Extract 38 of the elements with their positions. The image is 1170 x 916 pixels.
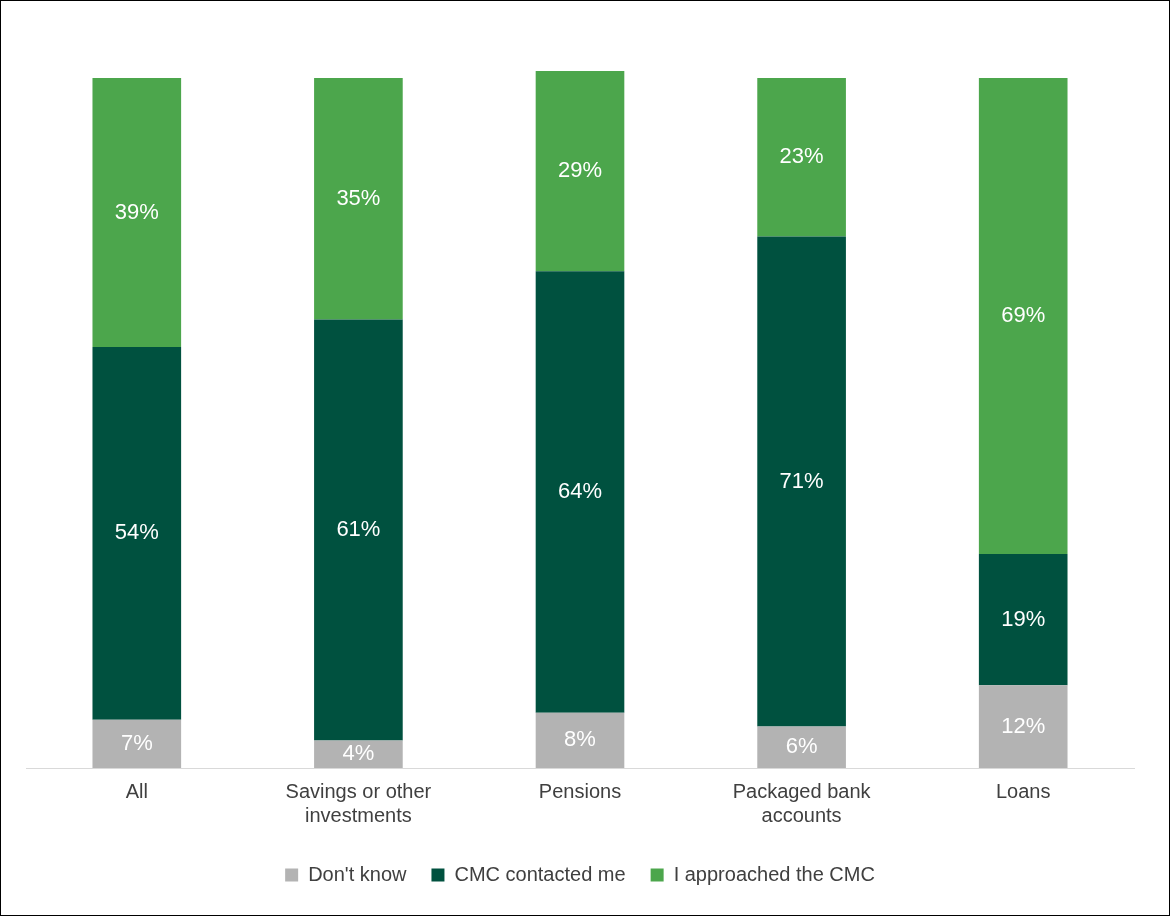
data-label: 39% — [114, 198, 159, 224]
data-label: 35% — [336, 184, 381, 210]
data-label: 8% — [564, 726, 596, 752]
data-label: 54% — [114, 519, 159, 545]
bar — [535, 271, 625, 713]
x-tick-label: All — [125, 779, 148, 802]
data-label: 69% — [1001, 302, 1046, 328]
bar — [314, 77, 403, 320]
data-label: 7% — [120, 729, 153, 755]
bar — [978, 554, 1068, 686]
legend-label: Don't know — [308, 862, 408, 885]
bar — [92, 347, 182, 720]
legend-label: CMC contacted me — [454, 862, 626, 885]
data-label: 71% — [779, 467, 824, 493]
data-label: 64% — [557, 478, 603, 504]
bar — [535, 71, 625, 272]
data-label: 4% — [342, 740, 375, 766]
bar — [92, 719, 182, 768]
bar — [757, 726, 846, 768]
x-tick-label: Pensions — [538, 779, 622, 802]
x-tick-label: Savings or other investments — [285, 779, 432, 826]
bar — [92, 77, 182, 348]
bar — [757, 77, 846, 237]
bar — [757, 236, 846, 727]
data-label: 19% — [1001, 605, 1046, 631]
bar — [978, 685, 1068, 768]
legend-label: I approached the CMC — [673, 862, 875, 885]
bar — [314, 740, 403, 768]
data-label: 29% — [557, 157, 603, 183]
data-label: 61% — [336, 515, 381, 541]
data-label: 23% — [779, 143, 824, 169]
bar — [978, 77, 1068, 555]
data-label: 6% — [785, 733, 818, 759]
x-tick-label: Packaged bank accounts — [732, 779, 872, 826]
bar — [314, 319, 403, 741]
x-tick-label: Loans — [995, 779, 1051, 802]
bar — [535, 712, 625, 768]
data-label: 12% — [1001, 712, 1046, 738]
